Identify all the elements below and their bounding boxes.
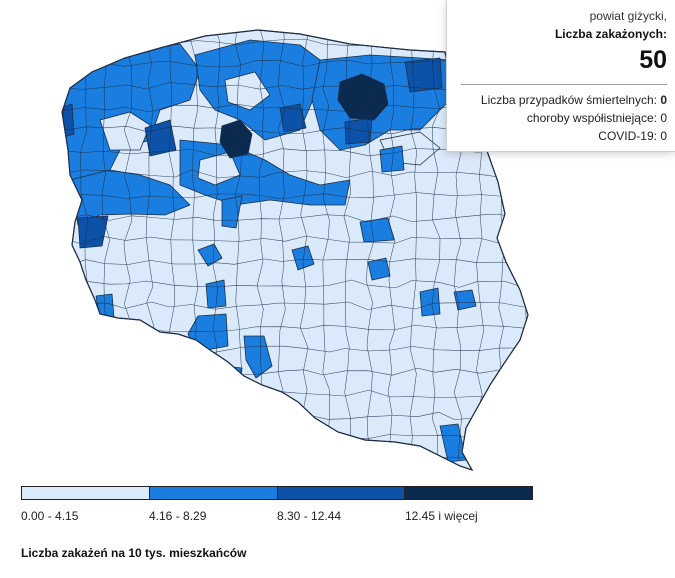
county-medium-dark-3[interactable] (404, 57, 443, 93)
county-south-3[interactable] (367, 257, 391, 281)
county-south-2[interactable] (291, 245, 315, 271)
county-south-1[interactable] (197, 243, 223, 267)
county-boundary-line (62, 213, 527, 223)
tooltip-deaths-value: 0 (660, 93, 667, 107)
county-boundary-line (62, 279, 522, 289)
legend-label-3: 12.45 i więcej (405, 509, 478, 523)
county-south-6[interactable] (419, 287, 441, 317)
county-light-enclave-1[interactable] (99, 111, 151, 151)
legend-label-0: 0.00 - 4.15 (21, 509, 79, 523)
county-boundary-line (36, 17, 44, 461)
poland-county-map[interactable] (0, 0, 560, 480)
tooltip-covid-label: COVID-19: (598, 129, 657, 143)
tooltip-comorbid-value: 0 (660, 111, 667, 125)
legend-label-2: 8.30 - 12.44 (277, 509, 342, 523)
tooltip-comorbid-label: choroby współistniejące: (526, 111, 657, 125)
legend-label-1: 4.16 - 8.29 (149, 509, 207, 523)
tooltip-region-name: powiat giżycki, (589, 9, 667, 23)
county-boundary-line (62, 235, 528, 245)
legend-color-scale (21, 486, 533, 500)
county-boundary-line (62, 125, 522, 134)
legend-labels: 0.00 - 4.15 4.16 - 8.29 8.30 - 12.44 12.… (21, 509, 533, 523)
legend-swatch-2 (277, 487, 406, 499)
county-boundary-line (62, 301, 525, 310)
tooltip-cases-label: Liczba zakażonych: (554, 27, 667, 41)
county-boundary-line (62, 103, 523, 113)
county-tooltip: powiat giżycki, Liczba zakażonych: 50 Li… (446, 0, 675, 152)
county-boundary-line (322, 30, 330, 463)
tooltip-separator (461, 84, 667, 85)
tooltip-comorbid-row: choroby współistniejące: 0 (455, 109, 667, 127)
tooltip-deaths-row: Liczba przypadków śmiertelnych: 0 (455, 91, 667, 109)
county-boundary-line (62, 82, 528, 91)
legend-swatch-3 (405, 487, 532, 499)
county-boundary-line (431, 30, 441, 460)
county-boundary-line (62, 148, 525, 157)
county-south-7[interactable] (453, 289, 477, 311)
county-darkest-2[interactable] (219, 119, 253, 159)
county-darkest-gizycki[interactable] (337, 73, 389, 121)
county-boundary-line (62, 192, 524, 200)
map-caption: Liczba zakażeń na 10 tys. mieszkańców (21, 546, 247, 560)
tooltip-cases-value: 50 (639, 46, 667, 74)
county-boundary-line (409, 30, 417, 463)
county-light-enclave-2[interactable] (224, 71, 271, 111)
county-south-13[interactable] (379, 145, 405, 173)
county-boundary-line (62, 30, 66, 462)
county-boundary-line (62, 169, 521, 179)
legend-swatch-1 (149, 487, 278, 499)
legend-swatch-0 (22, 487, 150, 499)
county-boundary-line (387, 30, 396, 457)
tooltip-deaths-label: Liczba przypadków śmiertelnych: (480, 93, 657, 107)
tooltip-covid-value: 0 (660, 129, 667, 143)
county-boundary-line (62, 59, 524, 69)
county-boundary-line (343, 30, 351, 460)
county-medium-dark-6[interactable] (58, 103, 75, 139)
county-medium-dark-2[interactable] (144, 119, 177, 157)
county-south-14[interactable] (221, 195, 243, 229)
county-boundary-line (62, 258, 521, 267)
county-boundary-line (278, 30, 286, 457)
county-south-10[interactable] (221, 365, 243, 389)
county-boundary-line (366, 30, 374, 458)
county-medium-dark-1[interactable] (77, 215, 109, 249)
county-medium-dark-4[interactable] (279, 103, 307, 133)
tooltip-covid-row: COVID-19: 0 (455, 127, 667, 145)
county-boundary-line (299, 30, 309, 463)
